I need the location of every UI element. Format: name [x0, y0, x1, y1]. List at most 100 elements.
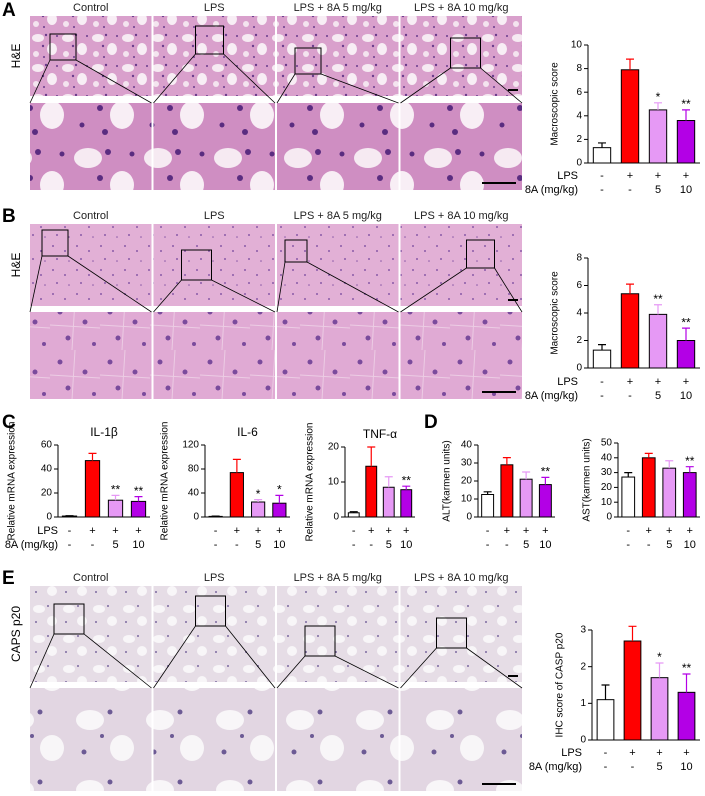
error-bar — [624, 472, 633, 478]
row-value: - — [600, 184, 604, 196]
zoom-line — [276, 261, 286, 313]
row-value: 10 — [680, 761, 692, 773]
zoom-line — [29, 255, 43, 313]
row-value: + — [666, 525, 672, 537]
inset-box — [450, 37, 481, 69]
y-tick-label: 40 — [601, 452, 613, 463]
row-value: + — [542, 525, 548, 537]
row-label: LPS — [561, 747, 582, 759]
row-value: 5 — [666, 539, 672, 551]
row-value: + — [646, 525, 652, 537]
y-tick-label: 10 — [461, 494, 473, 505]
inset-box — [195, 595, 226, 627]
row-value: 5 — [655, 184, 661, 196]
row-label: 8A (mg/kg) — [525, 390, 578, 402]
bar — [650, 677, 669, 741]
micrograph — [153, 16, 275, 96]
row-value: 10 — [539, 539, 551, 551]
inset-box — [49, 33, 77, 61]
bar — [620, 293, 640, 369]
micrograph-zoom — [153, 312, 275, 399]
column-title: LPS + 8A 10 mg/kg — [414, 210, 508, 222]
y-axis-label: AST(karmen units) — [582, 438, 593, 521]
y-tick-label: 3 — [580, 625, 586, 636]
row-value: + — [523, 525, 529, 537]
column-title: LPS — [204, 2, 225, 14]
zoom-line — [223, 53, 276, 104]
bar — [107, 499, 124, 518]
y-axis-label: Relative mRNA expression — [7, 422, 18, 541]
y-tick-label: 8 — [576, 63, 582, 74]
significance: ** — [653, 292, 663, 306]
row-label: 8A (mg/kg) — [5, 539, 58, 551]
micrograph-zoom — [30, 312, 152, 399]
significance: ** — [685, 454, 695, 468]
row-value: + — [656, 747, 662, 759]
y-tick-label: 4 — [576, 110, 582, 121]
bar — [592, 147, 612, 164]
significance: ** — [402, 473, 412, 487]
y-tick-label: 60 — [41, 440, 53, 451]
significance: ** — [682, 661, 692, 675]
error-bar — [682, 109, 690, 121]
row-value: + — [234, 525, 240, 537]
row-value: - — [214, 539, 218, 551]
bar — [347, 512, 360, 518]
y-tick-label: 20 — [328, 442, 340, 453]
row-value: - — [68, 539, 72, 551]
error-bar — [502, 457, 511, 465]
y-tick-label: 20 — [601, 482, 613, 493]
row-label: LPS — [557, 376, 578, 388]
inset-box — [53, 603, 85, 635]
row-value: - — [604, 747, 608, 759]
panel-letter: E — [2, 568, 15, 589]
error-bar — [626, 283, 634, 294]
zoom-line — [276, 655, 306, 689]
zoom-line — [67, 255, 152, 313]
y-tick-label: 0 — [576, 363, 582, 374]
panel-letter: D — [424, 412, 438, 433]
y-tick-label: 50 — [601, 438, 613, 449]
bar — [682, 472, 697, 518]
row-value: + — [403, 525, 409, 537]
y-tick-label: 0 — [466, 512, 472, 523]
inset-box — [284, 239, 308, 263]
bar — [662, 467, 677, 518]
bar — [272, 502, 287, 518]
zoom-line — [211, 279, 276, 313]
micrograph-zoom — [400, 103, 522, 190]
micrograph — [30, 586, 152, 682]
column-title: LPS + 8A 10 mg/kg — [414, 572, 508, 584]
chart-title: IL-6 — [237, 425, 258, 439]
bar — [592, 349, 612, 369]
micrograph — [277, 586, 399, 682]
micrograph — [153, 224, 275, 306]
stain-label: H&E — [9, 253, 23, 278]
y-axis-label: Relative mRNA expression — [305, 423, 316, 542]
column-title: LPS — [204, 572, 225, 584]
error-bar — [402, 485, 411, 490]
row-value: - — [631, 761, 635, 773]
bar — [596, 699, 615, 741]
row-value: + — [627, 376, 633, 388]
y-tick-label: 4 — [576, 308, 582, 319]
error-bar — [685, 466, 694, 473]
zoom-line — [400, 267, 467, 313]
y-axis-label: ALT(karmen units) — [442, 440, 453, 522]
row-value: 5 — [386, 539, 392, 551]
micrograph — [277, 224, 399, 306]
error-bar — [275, 494, 284, 504]
y-tick-label: 0 — [606, 512, 612, 523]
error-bar — [598, 142, 606, 148]
panel-letter: A — [2, 0, 16, 21]
y-tick-label: 6 — [576, 280, 582, 291]
column-title: Control — [73, 2, 108, 14]
y-tick-label: 10 — [328, 477, 340, 488]
bar — [481, 494, 495, 518]
bar — [251, 501, 266, 518]
row-value: - — [369, 539, 373, 551]
inset-box — [294, 47, 322, 75]
zoom-line — [153, 625, 196, 689]
bar — [641, 457, 656, 518]
column-title: Control — [73, 210, 108, 222]
